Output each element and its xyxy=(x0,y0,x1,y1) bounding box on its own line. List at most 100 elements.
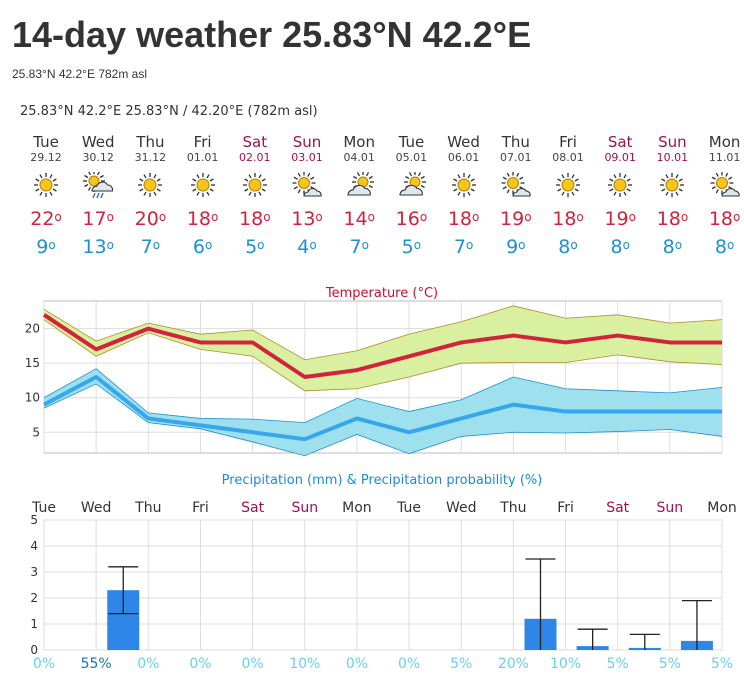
sun-icon xyxy=(451,173,476,197)
precipitation-probability-label: 55% xyxy=(81,656,112,672)
precipitation-probability-label: 0% xyxy=(242,656,264,672)
precipitation-probability-label: 10% xyxy=(289,656,320,672)
max-temperature-range-band xyxy=(44,305,722,391)
x-tick-label: Sat xyxy=(241,500,264,516)
day-name: Fri xyxy=(559,133,577,151)
location-coordinates: 25.83°N 42.2°E 25.83°N / 42.20°E (782m a… xyxy=(20,104,318,119)
min-temperature-lower-bound xyxy=(43,383,723,457)
min-temperature-line xyxy=(43,375,722,442)
x-tick-label: Thu xyxy=(134,500,161,516)
x-tick-label: Wed xyxy=(81,500,112,516)
x-tick-label: Fri xyxy=(192,500,209,516)
precipitation-error-bar xyxy=(629,633,660,650)
day-column: Wed 30.12 17o 13o xyxy=(72,134,124,259)
max-temperature-upper-bound xyxy=(43,305,723,361)
day-name: Mon xyxy=(343,133,375,151)
max-temperature: 14o xyxy=(343,208,375,230)
max-temperature: 19o xyxy=(500,208,532,230)
day-name: Sun xyxy=(658,133,687,151)
min-temperature: 7o xyxy=(140,236,161,258)
min-temperature: 4o xyxy=(297,236,317,258)
precipitation-probability-label: 5% xyxy=(659,656,681,672)
precipitation-probability-label: 0% xyxy=(398,656,420,672)
location-subtitle: 25.83°N 42.2°E 782m asl xyxy=(12,67,148,81)
precipitation-chart-title: Precipitation (mm) & Precipitation proba… xyxy=(222,473,543,488)
x-tick-label: Sun xyxy=(291,500,318,516)
max-temperature: 18o xyxy=(186,208,219,230)
day-name: Fri xyxy=(193,133,212,151)
min-temperature: 9o xyxy=(506,236,526,258)
max-temperature: 20o xyxy=(134,208,167,230)
day-name: Sun xyxy=(292,133,322,151)
day-name: Thu xyxy=(136,133,165,151)
day-name: Tue xyxy=(398,133,425,151)
precipitation-probability-label: 5% xyxy=(450,656,472,672)
day-column: Wed 06.01 18o 7o xyxy=(438,134,490,259)
min-temperature: 8o xyxy=(610,236,630,258)
day-name: Sat xyxy=(607,133,633,151)
sun-icon xyxy=(190,173,215,197)
day-column: Thu 07.01 19o 9o xyxy=(490,134,542,259)
max-temperature: 18o xyxy=(239,208,271,230)
day-date: 09.01 xyxy=(604,151,636,164)
day-date: 07.01 xyxy=(500,151,532,164)
day-column: Fri 01.01 18o 6o xyxy=(177,134,229,259)
x-tick-label: Tue xyxy=(31,500,56,516)
day-name: Sat xyxy=(242,133,268,151)
min-temperature: 5o xyxy=(245,236,265,258)
day-date: 04.01 xyxy=(343,151,375,164)
x-tick-label: Wed xyxy=(446,500,477,516)
x-tick-label: Fri xyxy=(557,500,574,516)
cloud-sun-icon xyxy=(347,172,375,196)
precipitation-chart: Precipitation (mm) & Precipitation proba… xyxy=(30,473,737,672)
y-tick-label: 20 xyxy=(25,322,40,336)
x-tick-label: Thu xyxy=(499,500,526,516)
plot-area xyxy=(43,519,723,651)
day-date: 10.01 xyxy=(656,151,689,164)
precipitation-probability-label: 0% xyxy=(33,656,55,672)
day-column: Thu 31.12 20o 7o xyxy=(124,134,176,259)
day-date: 11.01 xyxy=(708,151,741,164)
precipitation-probability-label: 10% xyxy=(550,656,581,672)
sun-cloud-rain-icon xyxy=(83,172,114,198)
precipitation-probability-label: 0% xyxy=(137,656,159,672)
x-tick-label: Tue xyxy=(396,500,421,516)
y-tick-label: 1 xyxy=(30,617,38,631)
y-tick-label: 3 xyxy=(30,565,38,579)
y-tick-label: 0 xyxy=(30,643,38,657)
day-column: Sat 09.01 19o 8o xyxy=(594,134,646,259)
day-column: Sat 02.01 18o 5o xyxy=(229,134,281,259)
max-temperature: 13o xyxy=(291,208,323,230)
max-temperature-line xyxy=(42,313,722,379)
temperature-chart-title: Temperature (°C) xyxy=(325,286,438,301)
day-column: Mon 04.01 14o 7o xyxy=(333,134,385,259)
y-tick-label: 4 xyxy=(30,539,38,553)
x-tick-label: Sat xyxy=(606,500,629,516)
y-tick-label: 5 xyxy=(30,513,38,527)
sun-icon xyxy=(608,173,633,197)
temperature-chart: Temperature (°C) 5 10 15 20 xyxy=(25,286,723,457)
day-column: Fri 08.01 18o 8o xyxy=(542,134,594,259)
day-name: Mon xyxy=(708,133,741,151)
max-temperature: 17o xyxy=(82,208,114,230)
day-date: 02.01 xyxy=(239,151,271,164)
min-temperature: 7o xyxy=(349,236,369,258)
sun-icon xyxy=(660,173,685,197)
min-temperature: 8o xyxy=(714,236,735,258)
max-temperature: 22o xyxy=(30,208,62,230)
max-temperature: 19o xyxy=(604,208,636,230)
day-date: 08.01 xyxy=(552,151,584,164)
precipitation-error-bar xyxy=(108,566,139,615)
day-name: Wed xyxy=(81,133,115,151)
min-temperature: 9o xyxy=(36,236,56,258)
min-temperature-upper-bound xyxy=(43,368,723,424)
precipitation-probability-label: 5% xyxy=(607,656,629,672)
day-column: Sun 10.01 18o 8o xyxy=(646,134,698,259)
precipitation-error-bar xyxy=(525,558,556,650)
page-title: 14-day weather 25.83°N 42.2°E xyxy=(12,14,532,55)
cloud-sun-icon xyxy=(399,172,427,196)
day-name: Tue xyxy=(33,133,59,151)
x-tick-label: Mon xyxy=(707,500,737,516)
min-temperature: 7o xyxy=(453,236,474,258)
sun-cloud-icon xyxy=(292,172,322,197)
